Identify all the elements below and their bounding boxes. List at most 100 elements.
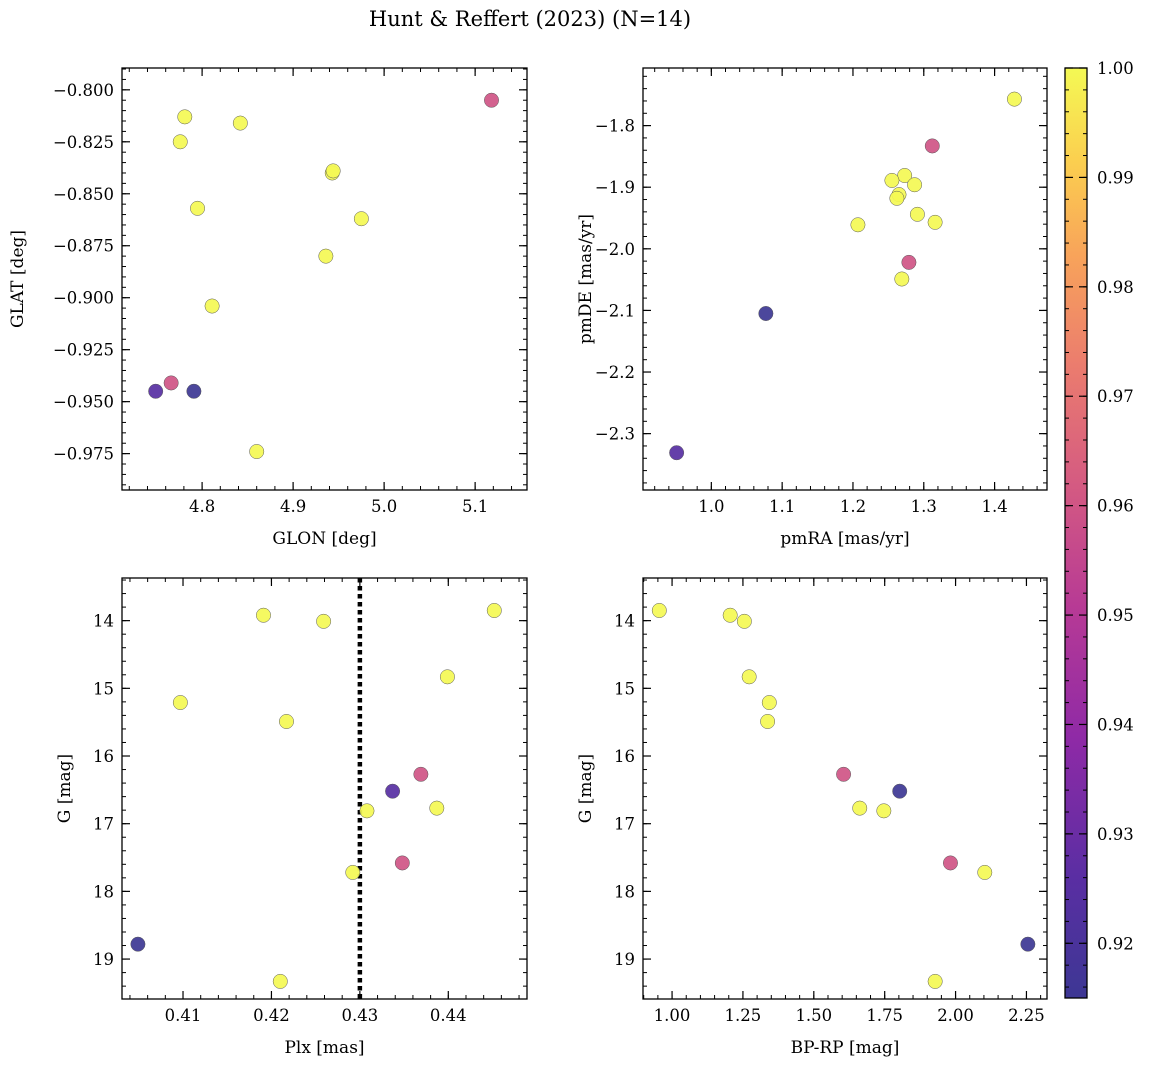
x-tick-label: 5.0 (371, 497, 397, 516)
y-axis-label: pmDE [mas/yr] (576, 214, 596, 344)
colorbar-tick-label: 0.92 (1097, 934, 1134, 953)
y-tick-label: 14 (614, 612, 635, 631)
scatter-point (232, 115, 248, 131)
y-tick-label: 18 (614, 882, 635, 901)
colorbar-tick-label: 0.99 (1097, 168, 1134, 187)
y-tick-label: 16 (614, 747, 635, 766)
scatter-point (736, 613, 752, 629)
scatter-point (359, 803, 375, 819)
y-tick-label: 15 (93, 679, 114, 698)
scatter-point (669, 445, 685, 461)
scatter-point (892, 783, 908, 799)
colorbar-tick-label: 1.00 (1097, 59, 1134, 78)
y-axis-label: GLAT [deg] (8, 230, 28, 328)
colorbar-tick-label: 0.95 (1097, 606, 1134, 625)
x-axis-label: GLON [deg] (272, 529, 376, 549)
scatter-point (172, 695, 188, 710)
y-tick-label: 19 (614, 950, 635, 969)
scatter-point (318, 248, 334, 264)
x-tick-label: 0.43 (341, 1006, 378, 1025)
scatter-point (394, 855, 410, 871)
x-axis-label: BP-RP [mag] (791, 1038, 900, 1058)
y-tick-label: −2.2 (595, 363, 635, 382)
scatter-point (429, 800, 445, 816)
x-tick-label: 1.1 (769, 497, 795, 516)
x-tick-label: 1.75 (866, 1006, 903, 1025)
y-tick-label: 17 (93, 815, 114, 834)
scatter-point (943, 855, 958, 871)
scatter-point (977, 864, 993, 880)
scatter-point (884, 172, 900, 188)
scatter-point (385, 783, 401, 799)
scatter-point (907, 177, 923, 193)
y-tick-label: −2.0 (595, 240, 635, 259)
y-tick-label: −2.1 (595, 301, 635, 320)
x-tick-label: 0.41 (165, 1006, 202, 1025)
y-tick-label: 17 (614, 815, 635, 834)
scatter-point (909, 206, 925, 222)
x-tick-label: 0.42 (253, 1006, 290, 1025)
scatter-point (836, 766, 852, 782)
panel-pmra-pmde: 1.0 1.1 1.2 1.3 1.4 −2.3 −2.2 −2.1 −2.0 −1.9 −1.8 p… (576, 67, 1048, 549)
axes-frame (121, 577, 528, 1000)
scatter-point (894, 271, 910, 287)
scatter-point (353, 211, 369, 227)
scatter-point (761, 695, 777, 710)
y-axis-label: G [mag] (576, 754, 596, 823)
scatter-point (484, 92, 499, 108)
x-tick-label: 1.0 (698, 497, 724, 516)
y-tick-label: −0.975 (53, 445, 114, 464)
x-tick-label: 2.25 (1008, 1006, 1045, 1025)
colorbar: 0.92 0.93 0.94 0.95 0.96 0.97 0.98 0.99 1.00 (1064, 59, 1134, 999)
scatter-point (279, 714, 294, 729)
scatter-point (272, 973, 288, 989)
colorbar-tick-label: 0.94 (1097, 715, 1134, 734)
scatter-point (758, 306, 774, 321)
y-tick-label: −0.875 (53, 237, 114, 256)
scatter-point (163, 375, 179, 391)
scatter-point (439, 669, 455, 685)
colorbar-tick-label: 0.98 (1097, 278, 1134, 297)
axes-frame (642, 577, 1048, 1000)
y-tick-label: −0.925 (53, 341, 114, 360)
scatter-point (876, 803, 892, 819)
scatter-point (924, 138, 940, 154)
scatter-point (256, 607, 271, 623)
scatter-point (927, 973, 943, 989)
scatter-point (204, 298, 220, 314)
scatter-point (249, 444, 265, 459)
scatter-point (148, 383, 164, 399)
scatter-point (927, 214, 943, 230)
y-tick-label: 19 (93, 950, 114, 969)
scatter-point (325, 163, 341, 179)
figure-title: Hunt & Reffert (2023) (N=14) (369, 7, 691, 31)
scatter-point (316, 613, 332, 629)
colorbar-tick-label: 0.96 (1097, 497, 1134, 516)
y-tick-label: 15 (614, 679, 635, 698)
panel-bprp-g: 1.00 1.25 1.50 1.75 2.00 2.25 14 15 16 17 18 19 BP-R… (576, 577, 1048, 1058)
x-tick-label: 0.44 (430, 1006, 467, 1025)
scatter-point (130, 936, 146, 952)
colorbar-gradient (1065, 68, 1087, 998)
scatter-point (850, 217, 866, 233)
x-tick-label: 2.00 (937, 1006, 974, 1025)
scatter-point (852, 800, 868, 816)
scatter-point (186, 383, 202, 399)
y-tick-label: −0.800 (53, 81, 114, 100)
x-tick-label: 1.2 (840, 497, 866, 516)
scatter-point (722, 607, 738, 623)
x-axis-label: pmRA [mas/yr] (780, 529, 909, 549)
scatter-point (1006, 91, 1022, 107)
scatter-point (741, 669, 757, 685)
x-tick-label: 1.3 (911, 497, 937, 516)
y-tick-label: −2.3 (595, 425, 635, 444)
x-tick-label: 1.50 (795, 1006, 832, 1025)
y-tick-label: −0.900 (53, 289, 114, 308)
colorbar-tick-label: 0.93 (1097, 825, 1134, 844)
x-tick-label: 4.9 (280, 497, 306, 516)
y-tick-label: −0.950 (53, 393, 114, 412)
x-tick-label: 1.25 (725, 1006, 762, 1025)
y-tick-label: −1.9 (595, 178, 635, 197)
scatter-point (190, 200, 205, 216)
